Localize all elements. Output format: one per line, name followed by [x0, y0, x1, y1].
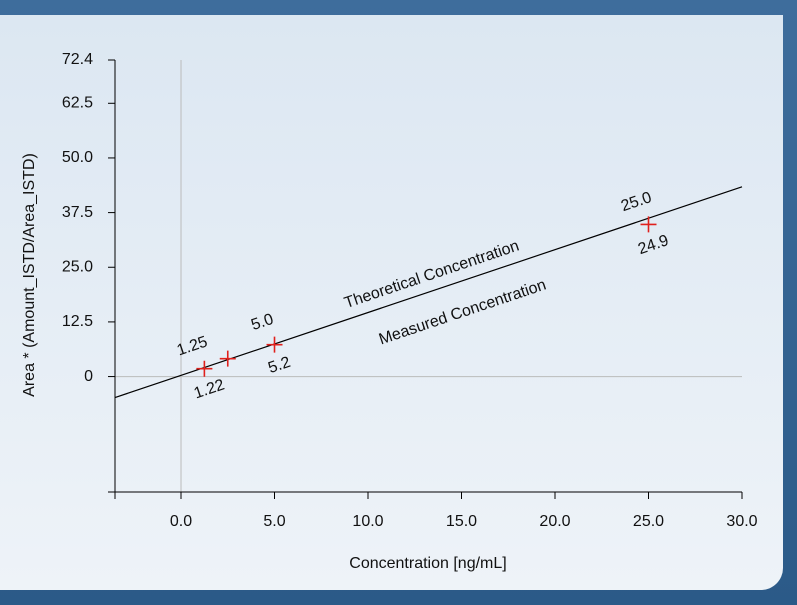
point	[219, 350, 236, 367]
point-label: 1.25	[175, 333, 210, 359]
x-tick-label: 0.0	[170, 513, 192, 530]
fit-line	[114, 186, 743, 399]
point-label: 5.0	[249, 311, 276, 334]
point-label: 24.9	[636, 232, 671, 258]
y-tick-label: 25.0	[62, 258, 93, 275]
y-tick-label: 72.4	[62, 51, 93, 68]
x-tick-label: 20.0	[539, 513, 570, 530]
x-tick-label: 15.0	[446, 513, 477, 530]
y-tick-label: 12.5	[62, 313, 93, 330]
point-label: 1.22	[192, 376, 227, 402]
point	[640, 216, 657, 233]
point-label: 25.0	[619, 189, 654, 215]
x-tick-label: 30.0	[726, 513, 757, 530]
panel	[0, 15, 783, 590]
y-tick-label: 62.5	[62, 95, 93, 112]
x-tick-label: 5.0	[263, 513, 285, 530]
x-axis-title: Concentration [ng/mL]	[349, 555, 506, 572]
x-tick-label: 25.0	[633, 513, 664, 530]
point	[266, 336, 283, 353]
x-tick-label: 10.0	[352, 513, 383, 530]
y-tick-label: 37.5	[62, 204, 93, 221]
point	[196, 360, 213, 377]
y-axis-title: Area * (Amount_ISTD/Area_ISTD)	[21, 153, 38, 397]
point-label: 5.2	[266, 354, 293, 377]
y-tick-label: 0	[84, 368, 93, 385]
y-tick-label: 50.0	[62, 149, 93, 166]
